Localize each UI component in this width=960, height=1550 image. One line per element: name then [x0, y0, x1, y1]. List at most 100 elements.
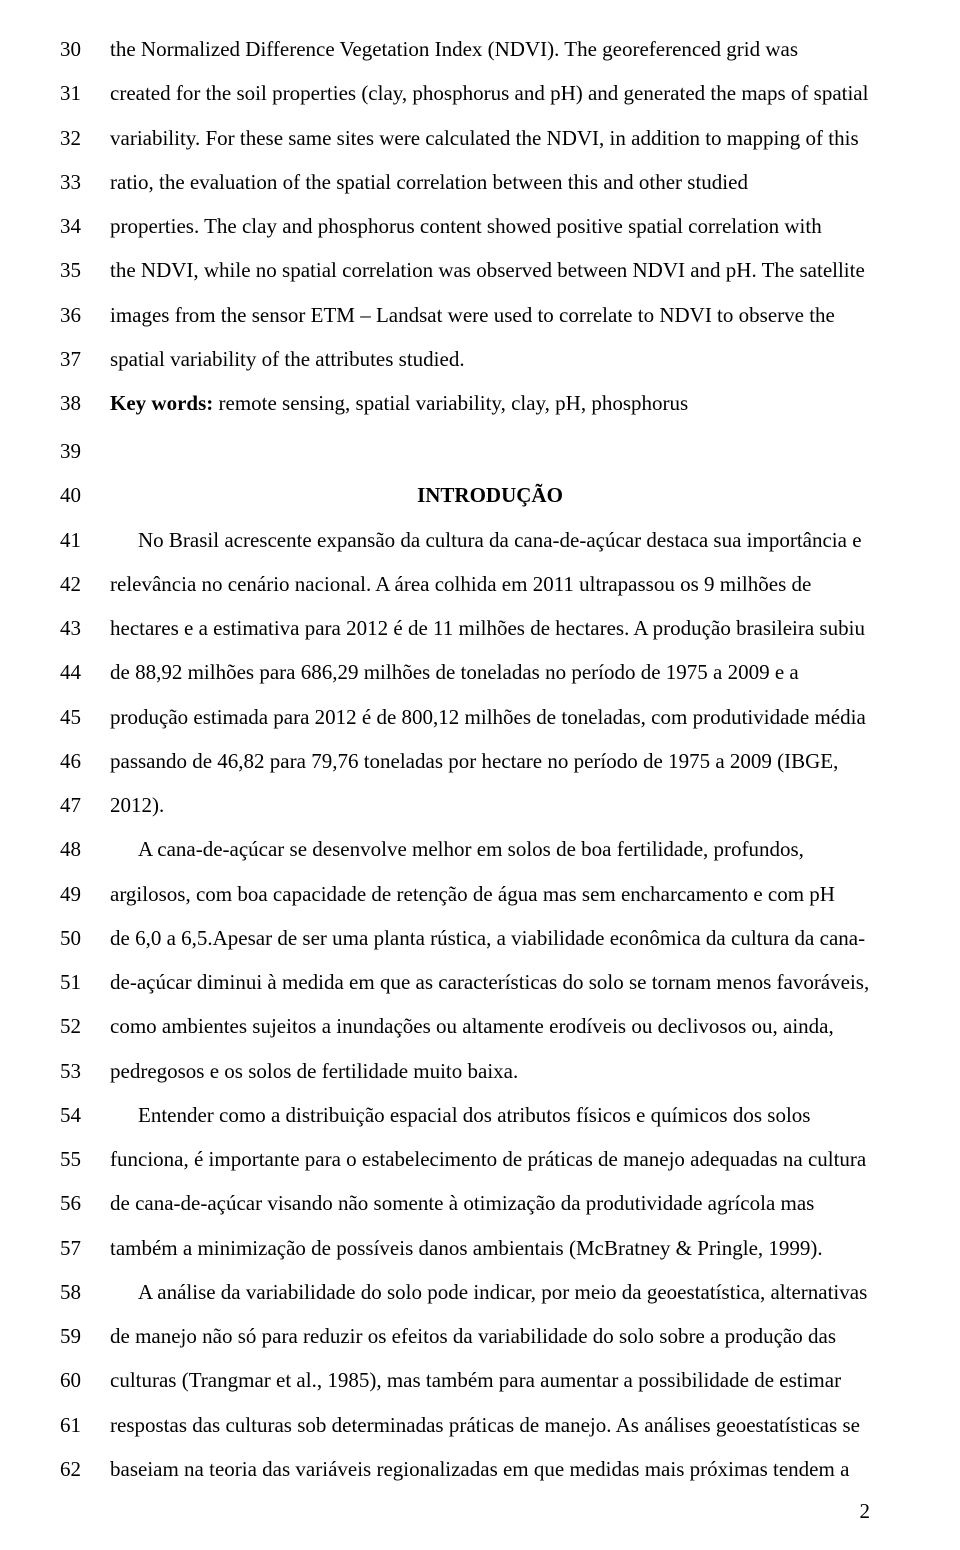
- line-number: 47: [60, 793, 110, 818]
- line-text: culturas (Trangmar et al., 1985), mas ta…: [110, 1367, 870, 1393]
- line-number: 61: [60, 1413, 110, 1438]
- text-segment: respostas das culturas sob determinadas …: [110, 1413, 860, 1437]
- text-segment: de 6,0 a 6,5.Apesar de ser uma planta rú…: [110, 926, 865, 950]
- text-line: 45produção estimada para 2012 é de 800,1…: [60, 704, 870, 730]
- line-text: funciona, é importante para o estabeleci…: [110, 1146, 870, 1172]
- line-number: 53: [60, 1059, 110, 1084]
- text-segment: de manejo não só para reduzir os efeitos…: [110, 1324, 836, 1348]
- line-number: 54: [60, 1103, 110, 1128]
- line-number: 46: [60, 749, 110, 774]
- line-number: 51: [60, 970, 110, 995]
- line-number: 41: [60, 528, 110, 553]
- text-segment: A análise da variabilidade do solo pode …: [138, 1280, 867, 1304]
- text-line: 49argilosos, com boa capacidade de reten…: [60, 881, 870, 907]
- line-text: também a minimização de possíveis danos …: [110, 1235, 870, 1261]
- line-text: respostas das culturas sob determinadas …: [110, 1412, 870, 1438]
- text-segment: como ambientes sujeitos a inundações ou …: [110, 1014, 834, 1038]
- line-number: 56: [60, 1191, 110, 1216]
- line-text: images from the sensor ETM – Landsat wer…: [110, 302, 870, 328]
- text-segment: 2012).: [110, 793, 164, 817]
- line-text: passando de 46,82 para 79,76 toneladas p…: [110, 748, 870, 774]
- text-line: 34properties. The clay and phosphorus co…: [60, 213, 870, 239]
- text-line: 33ratio, the evaluation of the spatial c…: [60, 169, 870, 195]
- text-segment: de cana-de-açúcar visando não somente à …: [110, 1191, 814, 1215]
- line-text: No Brasil acrescente expansão da cultura…: [110, 527, 870, 553]
- line-number: 32: [60, 126, 110, 151]
- text-segment: hectares e a estimativa para 2012 é de 1…: [110, 616, 865, 640]
- text-line: 60culturas (Trangmar et al., 1985), mas …: [60, 1367, 870, 1393]
- text-segment: INTRODUÇÃO: [417, 483, 563, 507]
- text-segment: de-açúcar diminui à medida em que as car…: [110, 970, 869, 994]
- line-number: 62: [60, 1457, 110, 1482]
- line-number: 36: [60, 303, 110, 328]
- text-line: 32variability. For these same sites were…: [60, 125, 870, 151]
- text-segment: the Normalized Difference Vegetation Ind…: [110, 37, 798, 61]
- page: 30the Normalized Difference Vegetation I…: [0, 0, 960, 1550]
- text-line: 37spatial variability of the attributes …: [60, 346, 870, 372]
- text-line: 31created for the soil properties (clay,…: [60, 80, 870, 106]
- text-line: 472012).: [60, 792, 870, 818]
- line-number: 48: [60, 837, 110, 862]
- line-text: ratio, the evaluation of the spatial cor…: [110, 169, 870, 195]
- line-text: de 88,92 milhões para 686,29 milhões de …: [110, 659, 870, 685]
- line-text: como ambientes sujeitos a inundações ou …: [110, 1013, 870, 1039]
- text-line: 40INTRODUÇÃO: [60, 482, 870, 508]
- line-number: 49: [60, 882, 110, 907]
- text-segment: created for the soil properties (clay, p…: [110, 81, 868, 105]
- line-text: baseiam na teoria das variáveis regional…: [110, 1456, 870, 1482]
- text-segment: Key words:: [110, 391, 219, 415]
- text-segment: spatial variability of the attributes st…: [110, 347, 465, 371]
- line-number: 45: [60, 705, 110, 730]
- line-text: created for the soil properties (clay, p…: [110, 80, 870, 106]
- text-line: 35the NDVI, while no spatial correlation…: [60, 257, 870, 283]
- line-number: 44: [60, 660, 110, 685]
- text-line: 57também a minimização de possíveis dano…: [60, 1235, 870, 1261]
- text-segment: produção estimada para 2012 é de 800,12 …: [110, 705, 866, 729]
- line-text: [110, 434, 870, 458]
- body-text-container: 30the Normalized Difference Vegetation I…: [60, 36, 870, 1482]
- line-number: 58: [60, 1280, 110, 1305]
- text-line: 42relevância no cenário nacional. A área…: [60, 571, 870, 597]
- text-line: 53pedregosos e os solos de fertilidade m…: [60, 1058, 870, 1084]
- line-number: 42: [60, 572, 110, 597]
- line-text: A análise da variabilidade do solo pode …: [110, 1279, 870, 1305]
- text-segment: A cana-de-açúcar se desenvolve melhor em…: [138, 837, 804, 861]
- line-number: 43: [60, 616, 110, 641]
- text-line: 44de 88,92 milhões para 686,29 milhões d…: [60, 659, 870, 685]
- line-number: 55: [60, 1147, 110, 1172]
- line-number: 57: [60, 1236, 110, 1261]
- text-segment: No Brasil acrescente expansão da cultura…: [138, 528, 862, 552]
- text-segment: baseiam na teoria das variáveis regional…: [110, 1457, 849, 1481]
- line-number: 38: [60, 391, 110, 416]
- text-segment: relevância no cenário nacional. A área c…: [110, 572, 811, 596]
- text-line: 39: [60, 434, 870, 464]
- text-segment: Entender como a distribuição espacial do…: [138, 1103, 810, 1127]
- line-number: 34: [60, 214, 110, 239]
- line-text: de cana-de-açúcar visando não somente à …: [110, 1190, 870, 1216]
- line-text: the Normalized Difference Vegetation Ind…: [110, 36, 870, 62]
- line-number: 52: [60, 1014, 110, 1039]
- line-number: 39: [60, 439, 110, 464]
- line-text: properties. The clay and phosphorus cont…: [110, 213, 870, 239]
- text-line: 46passando de 46,82 para 79,76 toneladas…: [60, 748, 870, 774]
- text-segment: também a minimização de possíveis danos …: [110, 1236, 823, 1260]
- line-number: 30: [60, 37, 110, 62]
- line-text: argilosos, com boa capacidade de retençã…: [110, 881, 870, 907]
- text-line: 59de manejo não só para reduzir os efeit…: [60, 1323, 870, 1349]
- page-number: 2: [860, 1499, 871, 1524]
- line-number: 31: [60, 81, 110, 106]
- text-line: 61respostas das culturas sob determinada…: [60, 1412, 870, 1438]
- line-number: 35: [60, 258, 110, 283]
- line-number: 33: [60, 170, 110, 195]
- text-segment: passando de 46,82 para 79,76 toneladas p…: [110, 749, 838, 773]
- text-line: 30the Normalized Difference Vegetation I…: [60, 36, 870, 62]
- line-text: the NDVI, while no spatial correlation w…: [110, 257, 870, 283]
- text-line: 38Key words: remote sensing, spatial var…: [60, 390, 870, 416]
- line-text: spatial variability of the attributes st…: [110, 346, 870, 372]
- line-text: variability. For these same sites were c…: [110, 125, 870, 151]
- text-segment: funciona, é importante para o estabeleci…: [110, 1147, 866, 1171]
- text-line: 55funciona, é importante para o estabele…: [60, 1146, 870, 1172]
- text-segment: variability. For these same sites were c…: [110, 126, 859, 150]
- text-line: 56de cana-de-açúcar visando não somente …: [60, 1190, 870, 1216]
- text-line: 51de-açúcar diminui à medida em que as c…: [60, 969, 870, 995]
